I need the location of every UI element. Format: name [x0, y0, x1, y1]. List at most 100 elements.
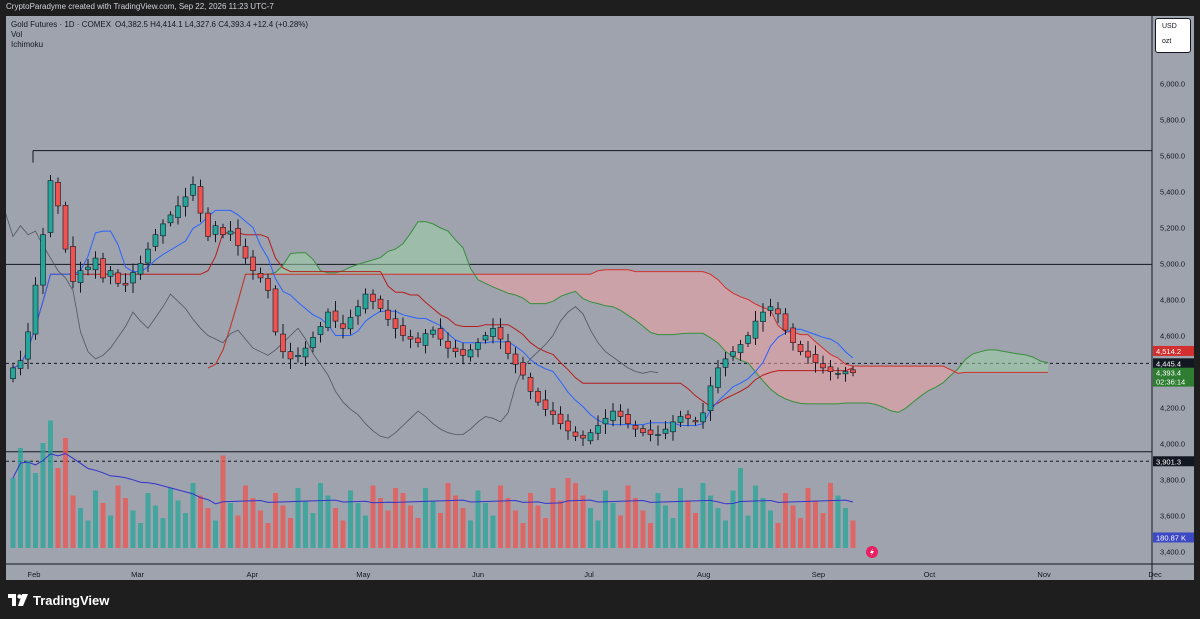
candle[interactable] — [167, 211, 174, 227]
candle[interactable] — [767, 298, 774, 317]
candle[interactable] — [175, 195, 181, 225]
candle[interactable] — [70, 236, 76, 289]
chart-area[interactable]: 6,000.0 5,800.0 5,600.0 5,400.0 5,200.0 5,000… — [6, 16, 1194, 580]
candle[interactable] — [572, 426, 579, 441]
candle[interactable] — [497, 318, 504, 350]
candle[interactable] — [452, 340, 459, 358]
candle[interactable] — [820, 355, 826, 374]
candle[interactable] — [242, 238, 249, 264]
candle[interactable] — [10, 364, 16, 383]
candle[interactable] — [715, 359, 721, 394]
axis-price-label[interactable]: 02:36:14 — [1153, 376, 1194, 387]
candle[interactable] — [385, 300, 391, 327]
candle[interactable] — [107, 266, 114, 285]
candle[interactable] — [430, 326, 436, 338]
candle[interactable] — [32, 277, 39, 340]
candle[interactable] — [692, 416, 699, 426]
candle[interactable] — [745, 331, 751, 348]
candle[interactable] — [722, 352, 729, 377]
candle[interactable] — [812, 345, 819, 373]
candle[interactable] — [445, 332, 451, 359]
candle[interactable] — [377, 295, 384, 313]
candle[interactable] — [602, 409, 609, 434]
candle[interactable] — [227, 221, 234, 241]
axis-price-label[interactable]: 4,514.2 — [1153, 345, 1194, 356]
candle[interactable] — [62, 201, 69, 253]
candle[interactable] — [835, 367, 841, 379]
candle[interactable] — [482, 331, 489, 344]
candle[interactable] — [647, 419, 654, 442]
candle[interactable] — [580, 430, 586, 447]
candle[interactable] — [587, 429, 594, 445]
candle[interactable] — [152, 228, 159, 252]
candle[interactable] — [17, 350, 24, 376]
candle[interactable] — [220, 223, 226, 239]
candle[interactable] — [77, 261, 84, 293]
candle[interactable] — [310, 331, 316, 353]
candle[interactable] — [490, 318, 496, 344]
candle[interactable] — [797, 340, 804, 356]
candle[interactable] — [325, 308, 331, 332]
candle[interactable] — [415, 332, 421, 348]
candle[interactable] — [235, 219, 241, 256]
axis-price-label[interactable]: 3,901.3 — [1153, 456, 1194, 467]
candle[interactable] — [625, 408, 631, 429]
candle[interactable] — [280, 323, 286, 359]
candle[interactable] — [197, 179, 204, 223]
candle[interactable] — [542, 389, 549, 417]
candle[interactable] — [422, 329, 429, 354]
axis-price-label[interactable]: 4,393.4 — [1153, 367, 1194, 378]
candle[interactable] — [295, 347, 301, 363]
candle[interactable] — [512, 347, 519, 374]
candle[interactable] — [55, 177, 61, 214]
candle[interactable] — [145, 242, 151, 272]
candle[interactable] — [700, 402, 706, 429]
candle[interactable] — [85, 259, 91, 276]
candle[interactable] — [205, 207, 211, 242]
candle[interactable] — [137, 255, 144, 280]
candle[interactable] — [332, 300, 339, 328]
indicator-ichimoku[interactable]: Ichimoku — [11, 40, 44, 49]
candle[interactable] — [40, 227, 46, 295]
candle[interactable] — [265, 273, 271, 299]
candle[interactable] — [610, 403, 616, 427]
axis-price-label[interactable]: 180.87 K — [1153, 532, 1194, 543]
candle[interactable] — [520, 356, 526, 380]
candle[interactable] — [685, 410, 691, 427]
candle[interactable] — [437, 318, 444, 346]
candle[interactable] — [550, 401, 556, 425]
candle[interactable] — [805, 341, 811, 364]
candle[interactable] — [302, 341, 309, 366]
indicator-volume[interactable]: Vol — [11, 30, 23, 39]
candle[interactable] — [182, 187, 189, 217]
candle[interactable] — [842, 366, 849, 382]
candle[interactable] — [400, 317, 406, 342]
candle[interactable] — [535, 387, 541, 406]
candle[interactable] — [190, 176, 196, 202]
candle[interactable] — [347, 309, 354, 335]
candle[interactable] — [505, 333, 511, 360]
candle[interactable] — [775, 302, 781, 323]
price-axis-panel[interactable] — [1152, 16, 1194, 564]
candle[interactable] — [677, 410, 684, 428]
candle[interactable] — [92, 251, 99, 279]
candle[interactable] — [617, 404, 624, 426]
candle[interactable] — [407, 329, 414, 349]
candle[interactable] — [782, 308, 789, 335]
candle[interactable] — [355, 299, 361, 325]
candle[interactable] — [557, 406, 564, 430]
candle[interactable] — [340, 314, 346, 339]
candle[interactable] — [475, 338, 481, 358]
candle[interactable] — [527, 372, 534, 400]
candle[interactable] — [160, 219, 166, 244]
candle[interactable] — [130, 263, 136, 294]
candle[interactable] — [670, 415, 676, 441]
candle[interactable] — [370, 289, 376, 310]
candle[interactable] — [595, 415, 601, 441]
candle[interactable] — [790, 323, 796, 351]
candle[interactable] — [250, 250, 256, 280]
replay-icon[interactable] — [866, 546, 878, 558]
candle[interactable] — [565, 414, 571, 440]
candle[interactable] — [760, 303, 766, 332]
candle[interactable] — [707, 376, 714, 421]
